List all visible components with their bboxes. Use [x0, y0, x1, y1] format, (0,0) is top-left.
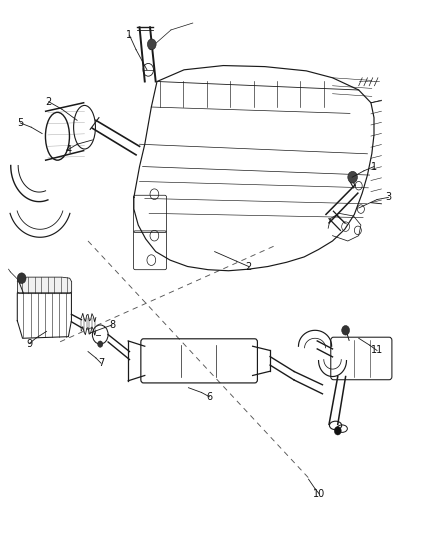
- Text: 2: 2: [246, 262, 252, 271]
- Circle shape: [342, 326, 350, 335]
- Text: 4: 4: [65, 144, 71, 155]
- Text: 5: 5: [17, 118, 24, 128]
- Circle shape: [334, 426, 341, 435]
- Text: 1: 1: [371, 161, 377, 172]
- Circle shape: [17, 273, 26, 284]
- Text: 2: 2: [46, 96, 52, 107]
- Text: 10: 10: [313, 489, 325, 499]
- Text: 6: 6: [206, 392, 212, 402]
- Text: 3: 3: [385, 192, 392, 203]
- Text: 1: 1: [127, 30, 133, 41]
- Text: 8: 8: [109, 320, 115, 330]
- Circle shape: [98, 341, 103, 348]
- Text: 9: 9: [26, 338, 32, 349]
- Circle shape: [348, 171, 357, 183]
- Text: 11: 11: [371, 345, 383, 356]
- Circle shape: [148, 39, 156, 50]
- Text: 7: 7: [98, 358, 104, 368]
